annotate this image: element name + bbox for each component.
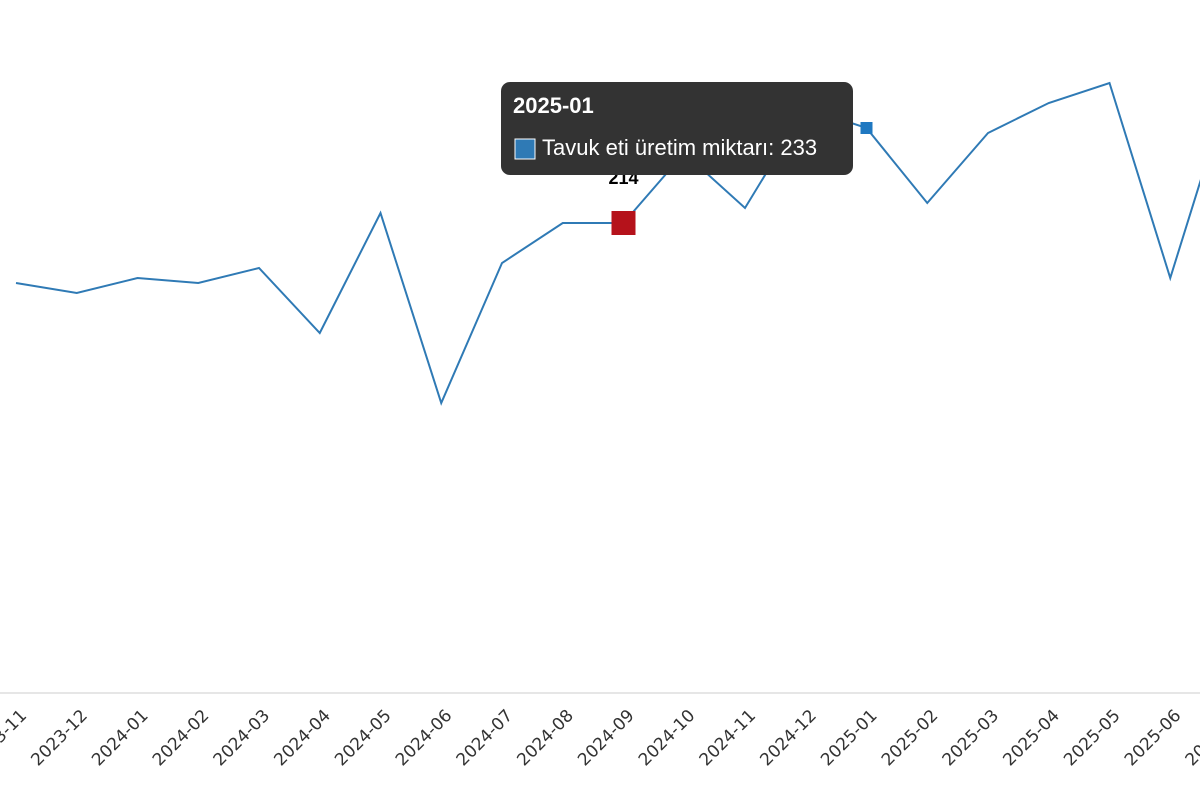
x-tick-label: 2024-04 (270, 706, 334, 770)
x-tick-label: 2024-02 (149, 706, 213, 770)
highlight-point (611, 211, 636, 235)
x-tick-label: 2024-09 (574, 706, 638, 770)
x-tick-label: 2024-10 (635, 706, 699, 770)
x-tick-label: 2024-01 (88, 706, 152, 770)
x-tick-label: 2025-07 (1182, 706, 1200, 770)
tooltip: 2025-01 Tavuk eti üretim miktarı: 233 (501, 82, 853, 175)
x-tick-label: 2024-08 (513, 706, 577, 770)
x-tick-label: 2025-03 (939, 706, 1003, 770)
x-tick-label: 2024-03 (210, 706, 274, 770)
x-tick-label: 2024-12 (756, 706, 820, 770)
hover-point (860, 122, 873, 134)
x-tick-label: 2025-04 (999, 706, 1063, 770)
x-tick-label: 2025-02 (878, 706, 942, 770)
x-tick-label: 2024-06 (392, 706, 456, 770)
tooltip-text: Tavuk eti üretim miktarı: 233 (542, 135, 817, 160)
x-tick-label: 2025-01 (817, 706, 881, 770)
x-tick-label: 2024-07 (453, 706, 517, 770)
tooltip-box (501, 82, 853, 175)
x-tick-label: 2025-05 (1060, 706, 1124, 770)
x-tick-label: 2024-05 (331, 706, 395, 770)
tooltip-swatch (514, 138, 536, 160)
tooltip-title: 2025-01 (513, 93, 594, 118)
x-tick-label: 2023-12 (27, 706, 91, 770)
x-tick-label: 2023-11 (0, 706, 31, 770)
x-tick-label: 2024-11 (696, 706, 760, 770)
x-tick-label: 2025-06 (1121, 706, 1185, 770)
